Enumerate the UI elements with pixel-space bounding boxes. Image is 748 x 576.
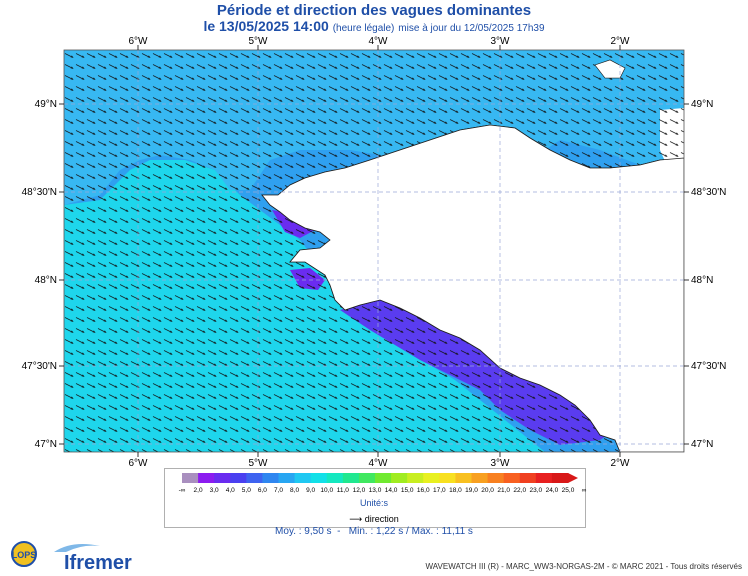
color-scale-tick-label: 24,0 [545, 487, 559, 494]
lon-label-top: 3°W [491, 36, 511, 47]
direction-legend: ⟶ direction [164, 514, 584, 525]
color-scale-tick-label: 3,0 [209, 487, 219, 494]
color-scale-tick-label: 14,0 [384, 487, 398, 494]
color-scale-tick-label: 16,0 [416, 487, 430, 494]
lat-label-right: 47°N [691, 439, 713, 450]
color-scale-segment [326, 473, 344, 483]
lat-label-left: 48°N [35, 275, 57, 286]
lat-label-right: 48°30'N [691, 187, 726, 198]
color-scale-tick-label: 7,0 [273, 487, 284, 494]
color-scale-segment [230, 473, 247, 483]
ifremer-logo-text: Ifremer [64, 552, 132, 574]
color-scale-segment [262, 473, 279, 483]
land-cotentin-cover [594, 59, 626, 79]
lon-label-bottom: 4°W [369, 458, 389, 469]
lon-label-top: 6°W [129, 36, 149, 47]
color-scale-tick-label: 23,0 [529, 487, 543, 494]
graticule [64, 50, 684, 452]
color-scale-tick-label: 10,0 [320, 487, 334, 494]
lat-label-right: 48°N [691, 275, 713, 286]
update-time: mise à jour du 12/05/2025 17h39 [398, 23, 545, 34]
copyright-footer: WAVEWATCH III (R) - MARC_WW3-NORGAS-2M -… [425, 562, 742, 571]
color-scale-segment [310, 473, 328, 483]
color-scale-segment [519, 473, 537, 483]
color-scale-segment [246, 473, 263, 483]
lat-label-left: 49°N [35, 99, 57, 110]
statistics: Moy. : 9,50 s - Min. : 1,22 s / Max. : 1… [275, 526, 473, 537]
color-scale-segment [471, 473, 489, 483]
lat-label-right: 49°N [691, 99, 713, 110]
color-scale-segment [487, 473, 505, 483]
arrow-right-icon: ⟶ [349, 514, 363, 524]
color-scale-segment [214, 473, 231, 483]
color-scale-bar [182, 473, 578, 483]
color-scale-tick-label: 12,0 [352, 487, 366, 494]
lat-label-left: 47°30'N [22, 361, 57, 372]
color-scale-segment [407, 473, 424, 483]
color-scale-tick-label: 15,0 [400, 487, 414, 494]
color-scale-segment [198, 473, 215, 483]
color-scale-segment [342, 473, 360, 483]
color-scale-tick-label: -∞ [178, 487, 186, 494]
axis-ticks [59, 45, 689, 457]
color-scale-tick-label: 11,0 [336, 487, 349, 494]
color-scale-tick-label: ∞ [581, 487, 587, 494]
lon-label-top: 5°W [249, 36, 269, 47]
color-scale-tick-label: 9,0 [306, 487, 316, 494]
color-scale-segment [278, 473, 296, 483]
color-scale-tick-label: 8,0 [290, 487, 300, 494]
color-scale-segment [294, 473, 312, 483]
unit-label: Unité:s [359, 498, 388, 508]
color-scale-segment [455, 473, 472, 483]
color-scale-tick-label: 21,0 [497, 487, 510, 494]
lat-label-right: 47°30'N [691, 361, 726, 372]
stat-mean: Moy. : 9,50 s [275, 526, 332, 537]
map-title: Période et direction des vagues dominant… [216, 2, 532, 19]
stat-min: Min. : 1,22 s [348, 526, 404, 537]
color-scale-segment [182, 473, 199, 483]
color-scale-tick-label: 5,0 [241, 487, 251, 494]
lops-logo: LOPS [6, 540, 42, 568]
lon-label-top: 2°W [611, 36, 631, 47]
color-scale-tick-label: 4,0 [225, 487, 235, 494]
color-scale-overflow-arrow [568, 473, 578, 483]
color-scale-segment [439, 473, 456, 483]
stat-max: Max. : 11,11 s [411, 526, 473, 537]
color-scale-segment [423, 473, 440, 483]
ifremer-logo: Ifremer [52, 540, 142, 574]
color-scale-segment [551, 473, 569, 483]
map-subtitle: le 13/05/2025 14:00 (heure légale) mise … [0, 18, 748, 34]
color-scale-segment [375, 473, 392, 483]
color-scale-tick-label: 19,0 [465, 487, 478, 494]
lon-label-bottom: 5°W [249, 458, 269, 469]
color-scale-segment [391, 473, 408, 483]
color-scale-tick-label: 13,0 [368, 487, 382, 494]
color-scale-tick-label: 18,0 [449, 487, 462, 494]
color-scale-tick-label: 17,0 [433, 487, 446, 494]
lops-logo-text: LOPS [12, 550, 37, 560]
direction-label: direction [364, 514, 399, 524]
color-scale-tick-label: 20,0 [481, 487, 494, 494]
lon-label-top: 4°W [369, 36, 389, 47]
color-scale-segment [503, 473, 521, 483]
color-scale-segment [535, 473, 553, 483]
color-scale-tick-label: 25,0 [561, 487, 575, 494]
lat-label-left: 48°30'N [22, 187, 57, 198]
color-scale-tick-label: 6,0 [257, 487, 267, 494]
forecast-date: le 13/05/2025 14:00 [203, 18, 329, 34]
map-frame [63, 49, 685, 453]
time-note: (heure légale) [332, 23, 395, 34]
lon-label-bottom: 6°W [129, 458, 149, 469]
lat-label-left: 47°N [35, 439, 57, 450]
color-scale-tick-label: 22,0 [513, 487, 527, 494]
color-scale-segment [358, 473, 376, 483]
land-brittany-cover [261, 124, 684, 452]
lon-label-bottom: 2°W [611, 458, 631, 469]
color-scale-tick-label: 2,0 [193, 487, 203, 494]
color-scale-ticks: -∞ 2,0 3,0 4,0 5,0 6,0 7,0 8,0 9,0 10,0 11,0 12,0 13… [166, 487, 587, 497]
lon-label-bottom: 3°W [491, 458, 511, 469]
